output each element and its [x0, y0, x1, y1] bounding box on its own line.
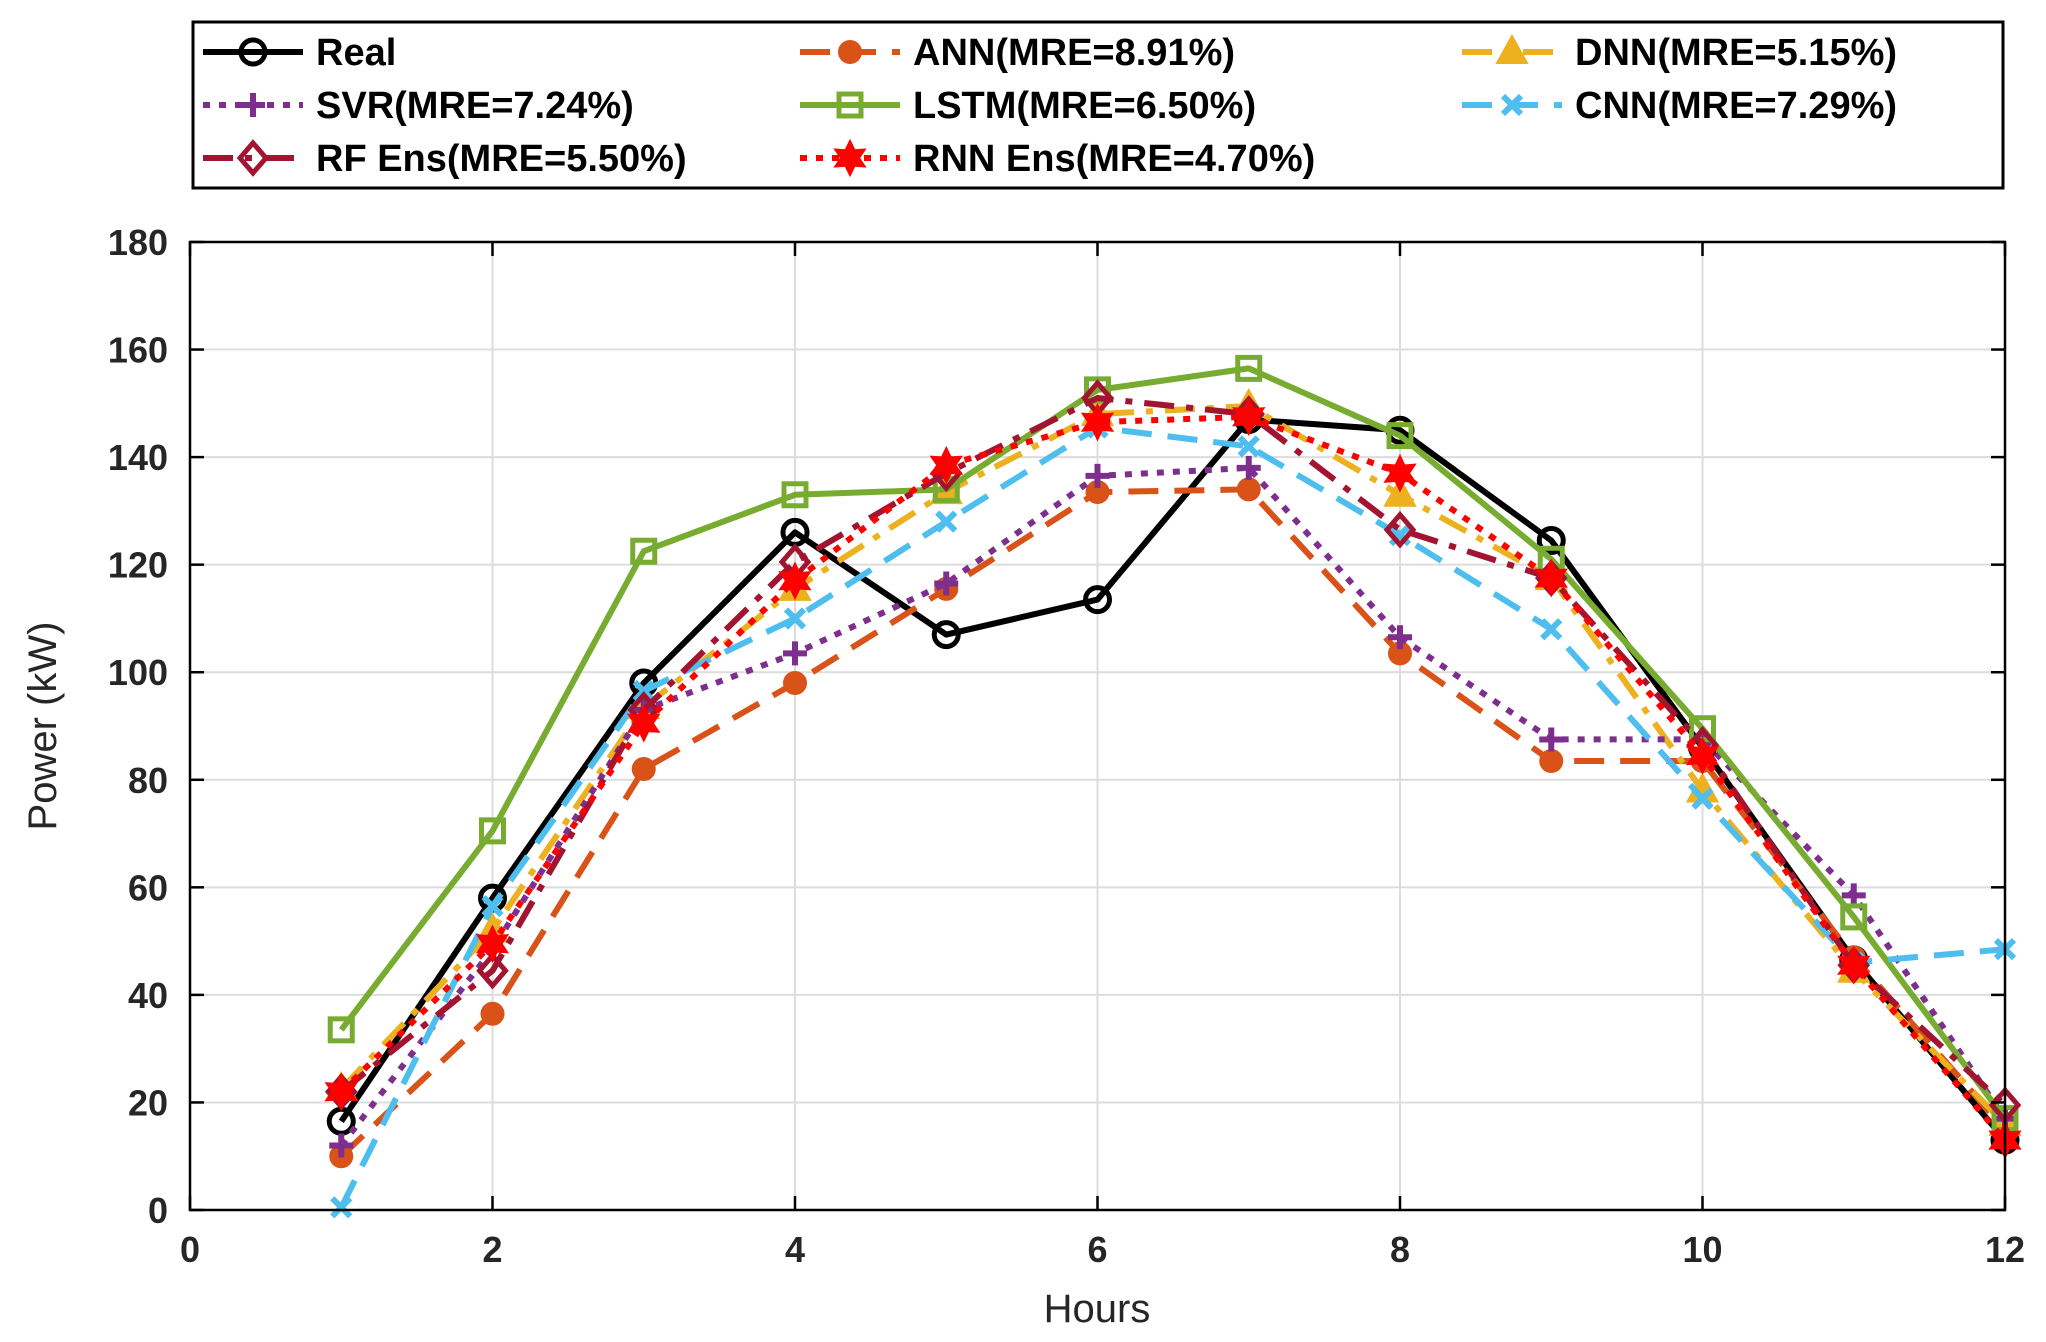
legend-marker-lstm: [836, 91, 864, 119]
y-tick-label: 180: [108, 222, 168, 263]
data-point-cnn: [1691, 787, 1714, 810]
data-point-svr: [1388, 625, 1412, 650]
data-point-ann: [1236, 477, 1261, 502]
x-tick-label: 4: [785, 1229, 805, 1270]
data-point-rnn-ens: [1080, 402, 1115, 442]
y-axis-label: Power (kW): [21, 622, 65, 831]
data-point-cnn: [632, 679, 655, 703]
legend-entry-rnn-ens: RNN Ens(MRE=4.70%): [800, 138, 1315, 180]
data-point-svr: [1236, 455, 1261, 480]
data-point-rf-ens: [476, 951, 509, 990]
legend-label-cnn: CNN(MRE=7.29%): [1575, 85, 1897, 127]
data-point-lstm: [479, 817, 506, 845]
legend-label-rnn-ens: RNN Ens(MRE=4.70%): [913, 138, 1315, 180]
legend-entry-real: Real: [203, 32, 396, 74]
legend-marker-real: [238, 37, 268, 67]
legend-entry-rf-ens: RF Ens(MRE=5.50%): [203, 138, 687, 180]
legend-entry-cnn: CNN(MRE=7.29%): [1462, 85, 1897, 127]
y-tick-label: 80: [128, 760, 168, 801]
series-line-cnn: [338, 424, 2006, 1209]
legend-label-ann: ANN(MRE=8.91%): [913, 32, 1235, 74]
data-point-rnn-ens: [627, 704, 661, 743]
data-point-lstm: [327, 1016, 355, 1044]
data-point-lstm: [1235, 354, 1263, 382]
series-layer: [324, 354, 2022, 1219]
data-point-rnn-ens: [324, 1072, 358, 1111]
data-point-lstm: [1386, 422, 1414, 450]
series-line-rnn-ens: [339, 413, 2008, 1143]
data-point-svr: [783, 641, 807, 666]
x-tick-label: 12: [1985, 1229, 2025, 1270]
legend-entry-ann: ANN(MRE=8.91%): [800, 32, 1235, 74]
data-point-ann: [480, 1001, 505, 1026]
data-point-real: [931, 620, 961, 650]
y-tick-label: 40: [128, 975, 168, 1016]
data-point-rnn-ens: [1837, 946, 1871, 985]
series-line-rf-ens: [339, 395, 2008, 1108]
data-point-rnn-ens: [778, 561, 812, 601]
x-tick-label: 2: [482, 1229, 502, 1270]
legend-marker-dnn: [1495, 33, 1529, 64]
x-axis-label: Hours: [1044, 1287, 1151, 1331]
data-point-real: [1536, 525, 1566, 555]
data-point-rnn-ens: [1534, 558, 1568, 598]
legend-entry-dnn: DNN(MRE=5.15%): [1462, 32, 1897, 74]
legend-marker-cnn: [1500, 93, 1524, 117]
data-point-ann: [631, 757, 656, 782]
data-point-rnn-ens: [1383, 453, 1417, 493]
series-line-real: [338, 416, 2008, 1143]
data-point-rf-ens: [1383, 510, 1417, 549]
data-point-svr: [934, 571, 959, 596]
x-tick-label: 8: [1390, 1229, 1410, 1270]
data-point-rnn-ens: [1685, 736, 1720, 775]
legend-label-lstm: LSTM(MRE=6.50%): [913, 85, 1256, 127]
x-tick-label: 0: [180, 1229, 200, 1270]
legend-label-dnn: DNN(MRE=5.15%): [1575, 32, 1897, 74]
legend-marker-rf-ens: [236, 139, 270, 177]
data-point-lstm: [630, 537, 658, 565]
data-point-lstm: [781, 481, 809, 509]
x-tick-label: 6: [1087, 1229, 1107, 1270]
data-point-cnn: [481, 895, 504, 918]
legend-box: [191, 20, 2005, 190]
data-point-rnn-ens: [1232, 397, 1266, 437]
y-tick-label: 140: [108, 437, 168, 478]
y-tick-label: 100: [108, 652, 168, 693]
data-point-cnn: [935, 510, 958, 533]
legend-entry-svr: SVR(MRE=7.24%): [203, 85, 634, 127]
legend-marker-ann: [838, 40, 862, 64]
x-tick-label: 10: [1682, 1229, 1722, 1270]
data-point-svr: [1539, 727, 1564, 752]
data-point-rnn-ens: [475, 924, 510, 964]
y-tick-label: 120: [108, 545, 168, 586]
series-line-lstm: [338, 365, 2008, 1121]
data-point-cnn: [783, 607, 807, 630]
data-point-cnn: [1237, 435, 1260, 458]
legend-marker-svr: [241, 93, 265, 117]
y-tick-label: 60: [128, 867, 168, 908]
legend-label-rf-ens: RF Ens(MRE=5.50%): [316, 138, 687, 180]
data-point-svr: [1085, 463, 1110, 488]
legend: Real ANN(MRE=8.91%) DNN(MRE=5.15%) SVR(MRE=…: [191, 20, 2005, 190]
series-line-dnn: [339, 403, 2008, 1127]
y-tick-label: 0: [148, 1190, 168, 1231]
data-point-ann: [1539, 748, 1564, 773]
legend-label-svr: SVR(MRE=7.24%): [316, 85, 634, 127]
data-point-real: [1083, 585, 1112, 615]
legend-entry-lstm: LSTM(MRE=6.50%): [800, 85, 1256, 127]
y-tick-label: 20: [128, 1082, 168, 1123]
data-point-cnn: [1540, 618, 1563, 641]
data-point-ann: [783, 670, 807, 695]
data-point-svr: [1841, 883, 1866, 908]
legend-marker-rnn-ens: [833, 138, 867, 178]
data-point-lstm: [1840, 903, 1868, 931]
data-point-cnn: [330, 1196, 353, 1219]
data-point-rnn-ens: [929, 445, 963, 485]
legend-label-real: Real: [316, 32, 396, 74]
series-rnn-ens: [324, 397, 2022, 1160]
data-point-svr: [329, 1133, 354, 1158]
y-tick-label: 160: [108, 330, 168, 371]
